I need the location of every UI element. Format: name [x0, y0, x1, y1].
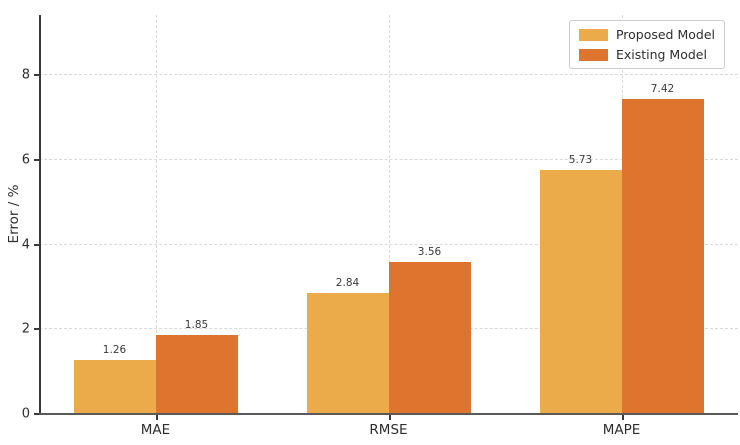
y-tick-label: 0	[21, 406, 30, 422]
bar-value-label: 5.73	[568, 154, 593, 167]
v-gridline	[155, 15, 157, 413]
y-axis-line	[39, 15, 41, 413]
x-tick-mark	[155, 415, 158, 420]
legend-item-proposed-model: Proposed Model	[578, 27, 715, 42]
y-tick-mark	[34, 243, 39, 246]
bar-existing-model-mae	[155, 334, 238, 413]
legend: Proposed Model Existing Model	[568, 20, 725, 69]
bar-value-label: 7.42	[650, 82, 675, 95]
y-tick-label: 6	[21, 152, 30, 168]
x-tick-label-mape: MAPE	[602, 422, 641, 438]
y-tick-mark	[34, 413, 39, 415]
y-tick-label: 8	[21, 67, 30, 83]
x-tick-label-mae: MAE	[140, 422, 171, 438]
bar-proposed-model-mape	[539, 170, 622, 413]
y-tick-label: 4	[21, 237, 30, 253]
v-gridline	[388, 15, 390, 413]
y-tick-mark	[34, 328, 39, 331]
bar-value-label: 2.84	[335, 276, 360, 289]
y-tick-mark	[34, 158, 39, 161]
y-tick-label: 2	[21, 321, 30, 337]
legend-swatch-proposed-model	[578, 28, 608, 41]
bar-proposed-model-rmse	[306, 292, 389, 413]
x-tick-mark	[621, 415, 624, 420]
bar-existing-model-rmse	[388, 262, 471, 413]
bar-value-label: 1.26	[102, 343, 127, 356]
x-tick-label-rmse: RMSE	[369, 422, 408, 438]
y-tick-mark	[34, 74, 39, 77]
bar-value-label: 3.56	[417, 246, 442, 259]
legend-item-existing-model: Existing Model	[578, 47, 715, 62]
legend-swatch-existing-model	[578, 48, 608, 61]
legend-label-proposed-model: Proposed Model	[615, 27, 715, 42]
bar-proposed-model-mae	[73, 359, 156, 413]
bar-value-label: 1.85	[184, 318, 209, 331]
x-tick-mark	[388, 415, 391, 420]
bar-existing-model-mape	[621, 98, 704, 413]
legend-label-existing-model: Existing Model	[615, 47, 707, 62]
x-axis-line	[39, 413, 738, 415]
